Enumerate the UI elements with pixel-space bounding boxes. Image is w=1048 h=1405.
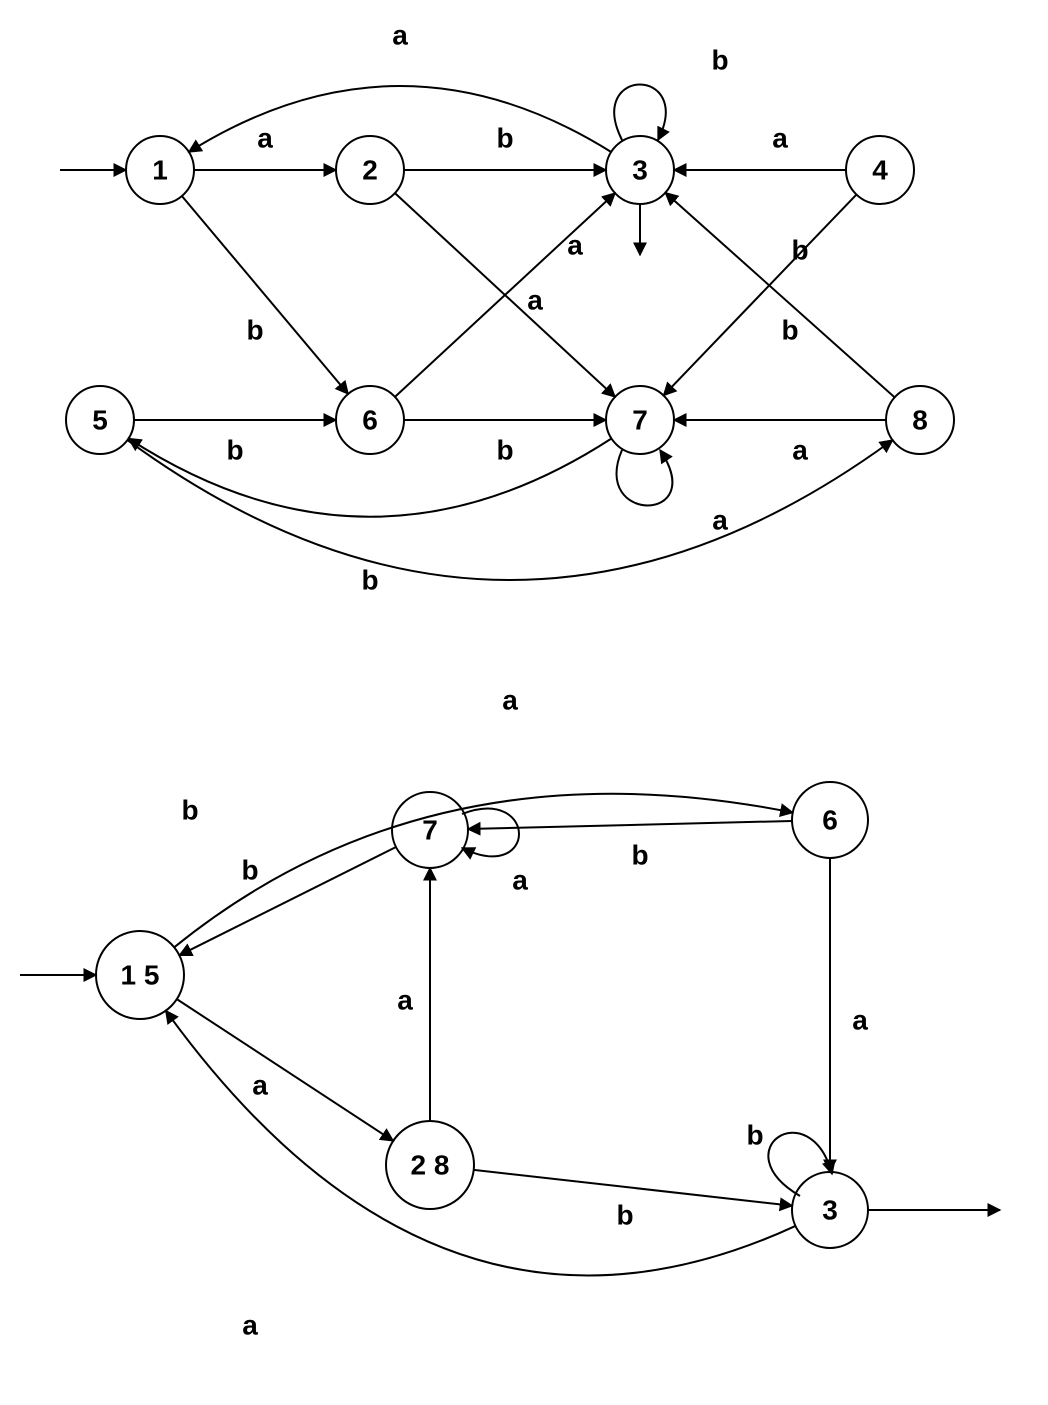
- state-label: 6: [822, 805, 838, 836]
- edge-label: b: [361, 565, 378, 596]
- edge-label: b: [226, 435, 243, 466]
- edge-label: b: [246, 315, 263, 346]
- edge-label: a: [567, 230, 583, 261]
- edge-label: a: [392, 20, 408, 51]
- state-label: 3: [822, 1195, 838, 1226]
- edge-label: b: [631, 840, 648, 871]
- edge-label: a: [242, 1310, 258, 1341]
- edge-label: a: [252, 1070, 268, 1101]
- state-label: 8: [912, 405, 928, 436]
- edge-label: a: [852, 1005, 868, 1036]
- edge-label: a: [257, 123, 273, 154]
- state-label: 1: [152, 155, 168, 186]
- edge-label: b: [496, 123, 513, 154]
- edge-label: b: [791, 235, 808, 266]
- edge-label: a: [527, 285, 543, 316]
- edge-label: a: [792, 435, 808, 466]
- edge-label: b: [241, 855, 258, 886]
- state-label: 2: [362, 155, 378, 186]
- edge-label: b: [781, 315, 798, 346]
- edge-label: a: [512, 865, 528, 896]
- state-label: 7: [632, 405, 648, 436]
- edge-label: b: [616, 1200, 633, 1231]
- edge-label: a: [772, 123, 788, 154]
- edge-label: b: [496, 435, 513, 466]
- state-label: 5: [92, 405, 108, 436]
- edge-label: b: [711, 45, 728, 76]
- state-label: 6: [362, 405, 378, 436]
- edge-label: b: [746, 1120, 763, 1151]
- state-label: 1 5: [121, 960, 160, 991]
- edge-label: a: [712, 505, 728, 536]
- edge-label: a: [397, 985, 413, 1016]
- edge-label: b: [181, 795, 198, 826]
- state-label: 2 8: [411, 1150, 450, 1181]
- state-label: 4: [872, 155, 888, 186]
- state-label: 7: [422, 815, 438, 846]
- automata-diagram: abaabbaabbbbaaba12345678abbbaabaab1 5762…: [0, 0, 1048, 1405]
- state-label: 3: [632, 155, 648, 186]
- edge-label: a: [502, 685, 518, 716]
